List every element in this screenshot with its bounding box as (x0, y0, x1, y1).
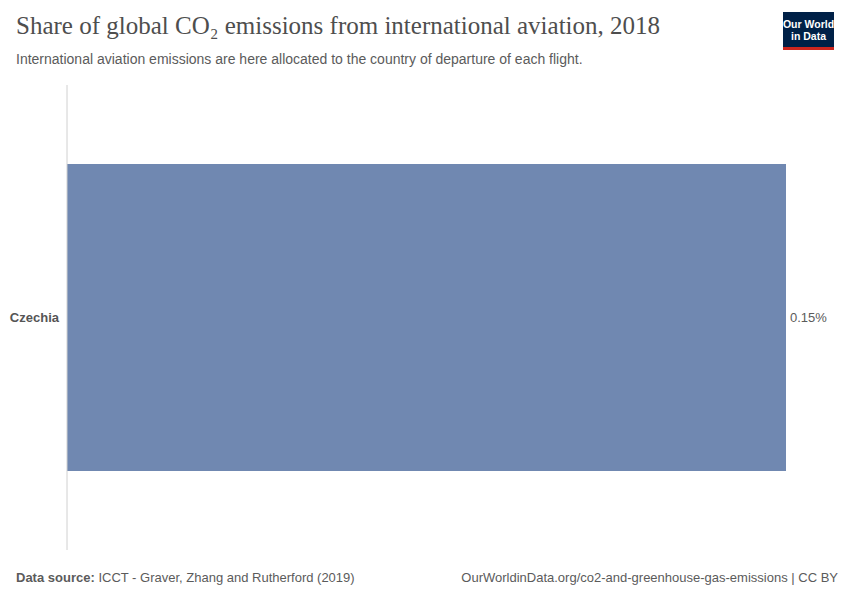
html-text:International aviation emissio: International aviation emissions are her… (16, 51, 583, 67)
html-text:in Data: in Data (791, 29, 826, 42)
html-text:Share of global CO₂ emissions: Share of global CO₂ emissions from inter… (16, 12, 660, 39)
html-text:Our World: Our World (782, 17, 835, 30)
svg-text:Czechia: Czechia (10, 310, 60, 325)
html-text:OurWorldinData.org/co2-and-gre: OurWorldinData.org/co2-and-greenhouse-ga… (461, 570, 838, 585)
html-text:Data source: ICCT - Graver, Zh: Data source: ICCT - Graver, Zhang and Ru… (16, 570, 355, 585)
svg-text:0.15%: 0.15% (790, 310, 827, 325)
